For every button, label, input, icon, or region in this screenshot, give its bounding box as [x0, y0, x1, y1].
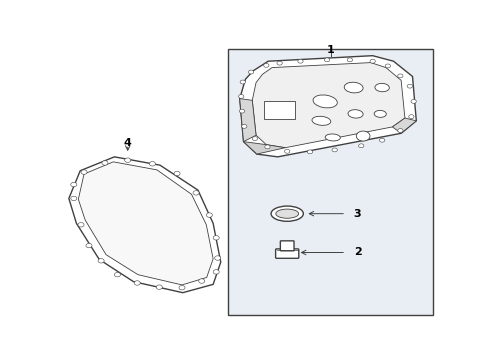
Circle shape: [134, 281, 140, 285]
Circle shape: [215, 256, 220, 260]
Circle shape: [240, 80, 245, 84]
Circle shape: [81, 170, 87, 174]
Circle shape: [409, 115, 414, 118]
FancyBboxPatch shape: [265, 102, 295, 120]
Circle shape: [213, 270, 219, 274]
Ellipse shape: [276, 209, 298, 218]
Circle shape: [242, 125, 247, 128]
Circle shape: [332, 148, 337, 152]
Ellipse shape: [313, 95, 337, 108]
Ellipse shape: [325, 134, 341, 141]
Text: 1: 1: [327, 45, 335, 55]
Circle shape: [193, 191, 199, 195]
Circle shape: [124, 158, 131, 162]
Polygon shape: [392, 118, 416, 133]
Circle shape: [407, 84, 413, 88]
Circle shape: [248, 70, 254, 74]
Circle shape: [239, 94, 244, 98]
Circle shape: [264, 63, 269, 67]
Circle shape: [379, 138, 385, 142]
Circle shape: [324, 58, 330, 62]
Circle shape: [179, 285, 185, 290]
Circle shape: [385, 64, 391, 68]
Ellipse shape: [344, 82, 363, 93]
Circle shape: [307, 150, 313, 154]
Circle shape: [277, 61, 282, 65]
Circle shape: [86, 243, 92, 248]
Circle shape: [213, 235, 219, 240]
Circle shape: [398, 129, 403, 132]
Ellipse shape: [312, 116, 331, 125]
Circle shape: [347, 58, 352, 62]
Circle shape: [71, 196, 77, 201]
Circle shape: [78, 222, 84, 227]
Circle shape: [398, 74, 403, 78]
Polygon shape: [244, 141, 285, 154]
Polygon shape: [69, 157, 220, 293]
Circle shape: [102, 161, 108, 165]
Circle shape: [370, 59, 375, 63]
Circle shape: [298, 59, 303, 63]
Circle shape: [114, 273, 121, 277]
Text: 3: 3: [354, 209, 361, 219]
Polygon shape: [240, 56, 416, 157]
FancyBboxPatch shape: [275, 249, 299, 258]
Circle shape: [252, 136, 258, 140]
Circle shape: [71, 183, 77, 187]
Circle shape: [156, 285, 162, 289]
Circle shape: [206, 213, 212, 217]
Circle shape: [98, 258, 104, 263]
Ellipse shape: [375, 84, 390, 92]
Text: 4: 4: [124, 138, 132, 148]
Circle shape: [199, 279, 205, 283]
FancyBboxPatch shape: [228, 49, 433, 315]
Circle shape: [356, 131, 370, 141]
Ellipse shape: [374, 111, 386, 117]
Text: 2: 2: [354, 247, 362, 257]
Circle shape: [265, 145, 270, 149]
Circle shape: [359, 144, 364, 148]
Circle shape: [285, 149, 290, 153]
Circle shape: [411, 99, 416, 103]
Polygon shape: [78, 162, 213, 285]
Circle shape: [149, 162, 155, 166]
Ellipse shape: [348, 110, 363, 118]
Circle shape: [239, 109, 245, 113]
Polygon shape: [252, 63, 405, 148]
Ellipse shape: [271, 206, 303, 221]
FancyBboxPatch shape: [280, 241, 294, 251]
Circle shape: [174, 171, 180, 176]
Polygon shape: [240, 99, 256, 141]
